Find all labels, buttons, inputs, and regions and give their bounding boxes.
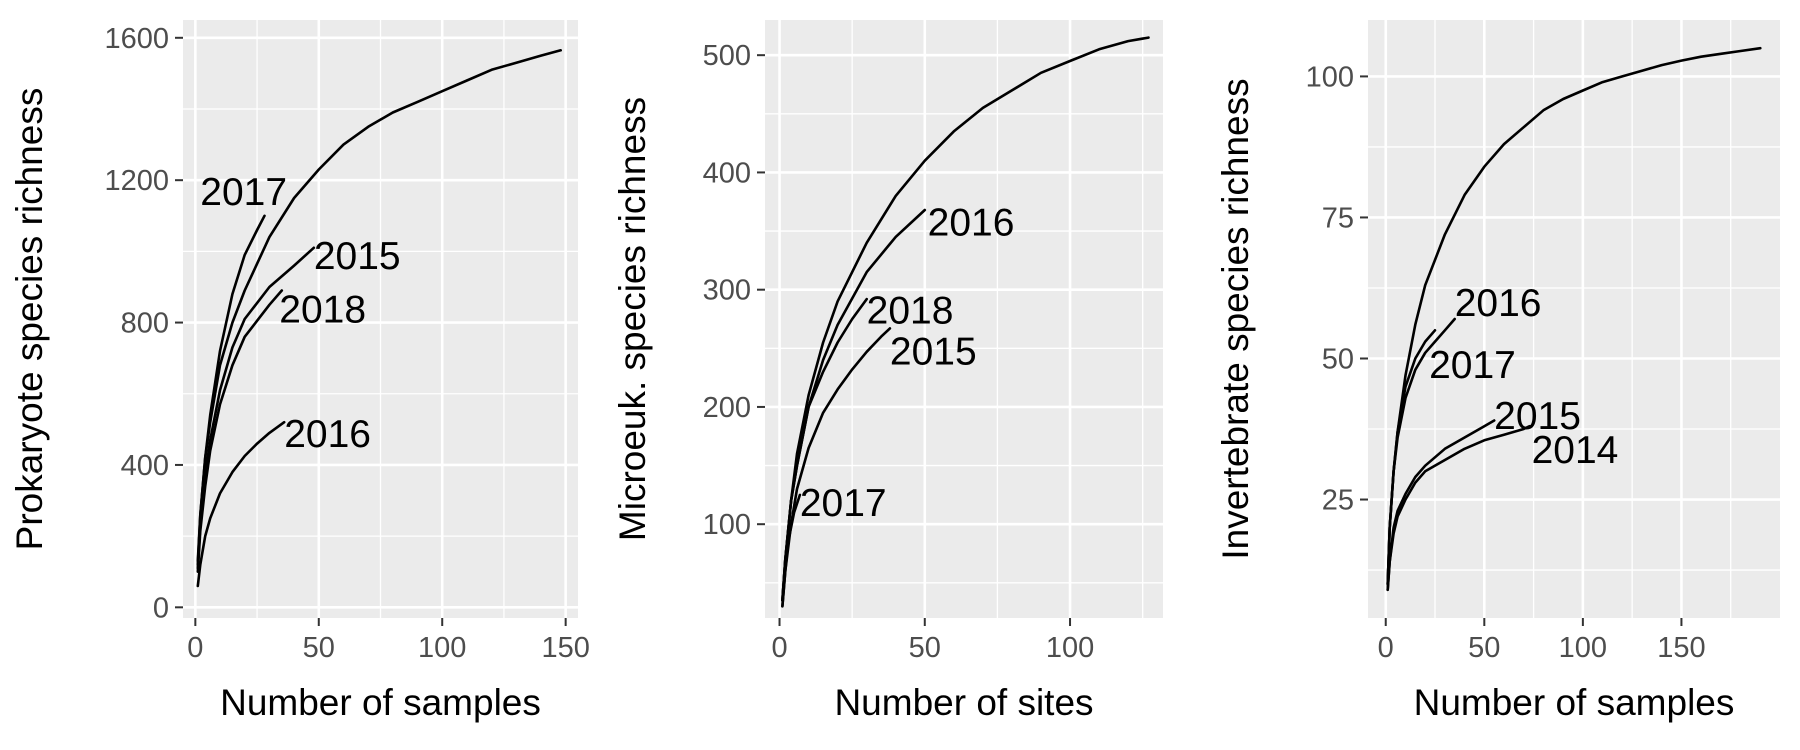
microeuk-y-axis-title: Microeuk. species richness [612,97,653,541]
microeuk-y-tick-label: 300 [703,275,751,307]
invertebrate-x-tick-label: 100 [1559,632,1607,664]
prokaryote-series-2018 [196,289,284,574]
prokaryote-panel: 0 50 100 150 0 400 800 1200 1600 2017 2015 2018 2016… [9,20,590,723]
invertebrate-x-tick-label: 150 [1657,632,1705,664]
prokaryote-curve-label-2016: 2016 [284,413,371,456]
microeuk-curve-label-2015: 2015 [890,331,977,374]
prokaryote-series-cumulative [196,48,563,563]
prokaryote-series-2016 [196,420,286,588]
invertebrate-y-tick-label: 75 [1322,202,1354,234]
invertebrate-x-axis-title: Number of samples [1414,682,1735,723]
invertebrate-curve-label-2015: 2015 [1494,395,1581,438]
prokaryote-y-tick-label: 1200 [104,165,169,197]
prokaryote-y-axis-title: Prokaryote species richness [9,88,50,551]
prokaryote-curve-label-2017: 2017 [200,171,287,214]
prokaryote-x-tick-label: 150 [541,632,589,664]
prokaryote-curve-label-2015: 2015 [314,235,401,278]
microeuk-x-axis-title: Number of sites [834,682,1093,723]
invertebrate-plot-background [1368,20,1780,618]
prokaryote-x-axis-title: Number of samples [220,682,541,723]
prokaryote-x-tick-label: 50 [303,632,335,664]
invertebrate-series-2014 [1386,424,1531,592]
prokaryote-x-tick-label: 100 [418,632,466,664]
prokaryote-y-tick-label: 800 [121,308,169,340]
microeuk-x-tick-label: 0 [771,632,787,664]
invertebrate-curve-label-2017: 2017 [1429,344,1516,387]
microeuk-curve-label-2017: 2017 [800,482,887,525]
microeuk-x-tick-label: 50 [909,632,941,664]
microeuk-y-tick-label: 200 [703,392,751,424]
prokaryote-y-tick-label: 400 [121,450,169,482]
invertebrate-y-tick-label: 25 [1322,485,1354,517]
microeuk-series-cumulative [781,36,1150,602]
microeuk-curve-label-2016: 2016 [928,202,1015,245]
microeuk-curve-label-2018: 2018 [867,290,954,333]
invertebrate-curve-label-2016: 2016 [1455,282,1542,325]
invertebrate-y-tick-label: 50 [1322,343,1354,375]
microeuk-y-tick-label: 100 [703,509,751,541]
prokaryote-curve-label-2018: 2018 [279,288,366,331]
prokaryote-y-tick-label: 0 [153,592,169,624]
invertebrate-y-axis-title: Invertebrate species richness [1215,78,1256,559]
invertebrate-curve-label-2014: 2014 [1532,429,1619,472]
microeuk-x-tick-label: 100 [1046,632,1094,664]
microeuk-y-tick-label: 400 [703,157,751,189]
prokaryote-x-tick-label: 0 [187,632,203,664]
invertebrate-x-tick-label: 0 [1378,632,1394,664]
invertebrate-series-cumulative [1386,46,1762,586]
microeuk-plot-background [765,20,1163,618]
invertebrate-x-tick-label: 50 [1468,632,1500,664]
microeuk-y-tick-label: 500 [703,40,751,72]
prokaryote-y-tick-label: 1600 [104,23,169,55]
invertebrate-y-tick-label: 100 [1306,61,1354,93]
